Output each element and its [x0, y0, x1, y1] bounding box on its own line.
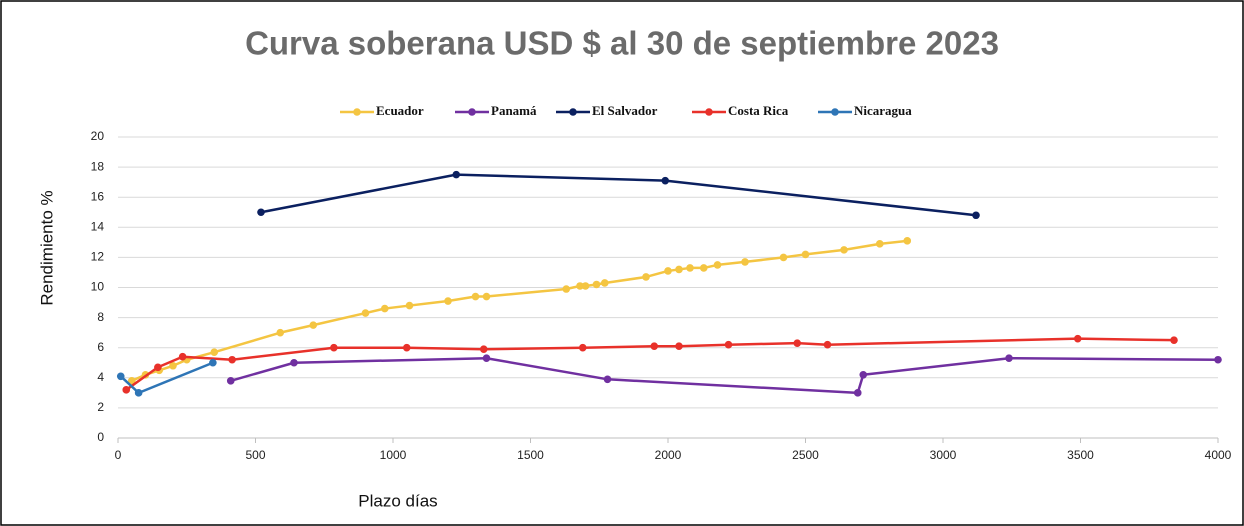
data-point [226, 377, 235, 385]
data-point [482, 354, 491, 363]
data-point [972, 211, 980, 220]
data-point [600, 279, 609, 287]
y-tick-label: 16 [91, 189, 105, 203]
data-point [405, 301, 414, 310]
legend-marker [468, 108, 476, 116]
data-point [309, 321, 318, 329]
legend-marker [569, 108, 577, 116]
data-point [650, 342, 659, 350]
y-tick-label: 2 [97, 400, 104, 414]
data-point [116, 372, 125, 381]
data-point [793, 339, 802, 347]
data-point [724, 340, 733, 349]
data-point [178, 352, 187, 361]
x-tick-label: 0 [115, 448, 122, 462]
data-point [853, 389, 862, 397]
data-point [1170, 336, 1178, 344]
y-tick-label: 12 [91, 250, 105, 264]
y-tick-label: 8 [97, 310, 104, 324]
data-point [257, 208, 265, 217]
data-point [452, 170, 461, 179]
x-tick-label: 2500 [792, 448, 819, 462]
data-point [154, 363, 162, 372]
x-tick-label: 1500 [517, 448, 544, 462]
data-point [169, 361, 177, 370]
data-point [210, 348, 219, 357]
data-point [603, 375, 612, 384]
plot-area [116, 170, 1222, 397]
legend-label: Panamá [491, 103, 537, 118]
data-point [823, 340, 832, 349]
x-tick-label: 500 [245, 448, 265, 462]
data-point [228, 355, 236, 364]
y-tick-label: 20 [91, 129, 105, 143]
y-tick-label: 10 [91, 280, 105, 294]
data-point [330, 343, 338, 352]
legend-label: Costa Rica [728, 103, 789, 118]
data-point [661, 176, 670, 185]
data-point [664, 267, 672, 275]
legend-marker [831, 108, 839, 116]
data-point [699, 264, 708, 272]
data-point [482, 292, 491, 301]
data-point [479, 345, 488, 354]
data-point [471, 292, 480, 301]
x-tick-label: 3500 [1067, 448, 1094, 462]
legend-marker [353, 108, 361, 116]
y-tick-label: 0 [97, 430, 104, 444]
data-point [122, 386, 131, 394]
x-axis-label: Plazo días [358, 491, 437, 510]
data-point [578, 343, 587, 352]
data-point [562, 285, 571, 293]
legend-label: El Salvador [592, 103, 658, 118]
data-point [1005, 354, 1013, 363]
data-point [1073, 334, 1082, 343]
data-point [801, 250, 810, 259]
series-line [260, 173, 977, 217]
data-point [741, 258, 749, 266]
data-point [592, 280, 601, 289]
data-point [1214, 355, 1222, 364]
x-tick-label: 4000 [1205, 448, 1232, 462]
data-point [402, 343, 411, 352]
y-tick-label: 14 [91, 219, 105, 233]
y-axis-label: Rendimiento % [37, 190, 56, 305]
data-point [361, 309, 370, 317]
legend-marker [705, 108, 713, 116]
chart-title: Curva soberana USD $ al 30 de septiembre… [245, 25, 999, 62]
legend-label: Ecuador [376, 103, 424, 118]
data-point [276, 328, 285, 337]
data-point [675, 265, 683, 274]
data-point [779, 253, 788, 262]
data-point [903, 237, 912, 245]
data-point [859, 370, 868, 379]
x-tick-label: 1000 [380, 448, 407, 462]
data-point [444, 297, 452, 305]
data-point [875, 240, 884, 248]
data-point [127, 377, 136, 385]
data-point [642, 273, 650, 281]
x-tick-label: 3000 [930, 448, 957, 462]
legend-label: Nicaragua [854, 103, 912, 118]
data-point [686, 264, 694, 272]
x-tick-label: 2000 [655, 448, 682, 462]
series-line [230, 356, 1219, 395]
data-point [290, 358, 298, 367]
data-point [134, 389, 143, 397]
y-tick-label: 18 [91, 159, 105, 173]
data-point [576, 282, 584, 290]
data-point [840, 246, 848, 254]
data-point [675, 342, 683, 350]
data-point [209, 358, 217, 367]
data-point [581, 282, 590, 290]
data-point [380, 304, 389, 313]
data-point [713, 261, 722, 269]
y-tick-label: 4 [97, 370, 104, 384]
y-tick-label: 6 [97, 340, 104, 354]
